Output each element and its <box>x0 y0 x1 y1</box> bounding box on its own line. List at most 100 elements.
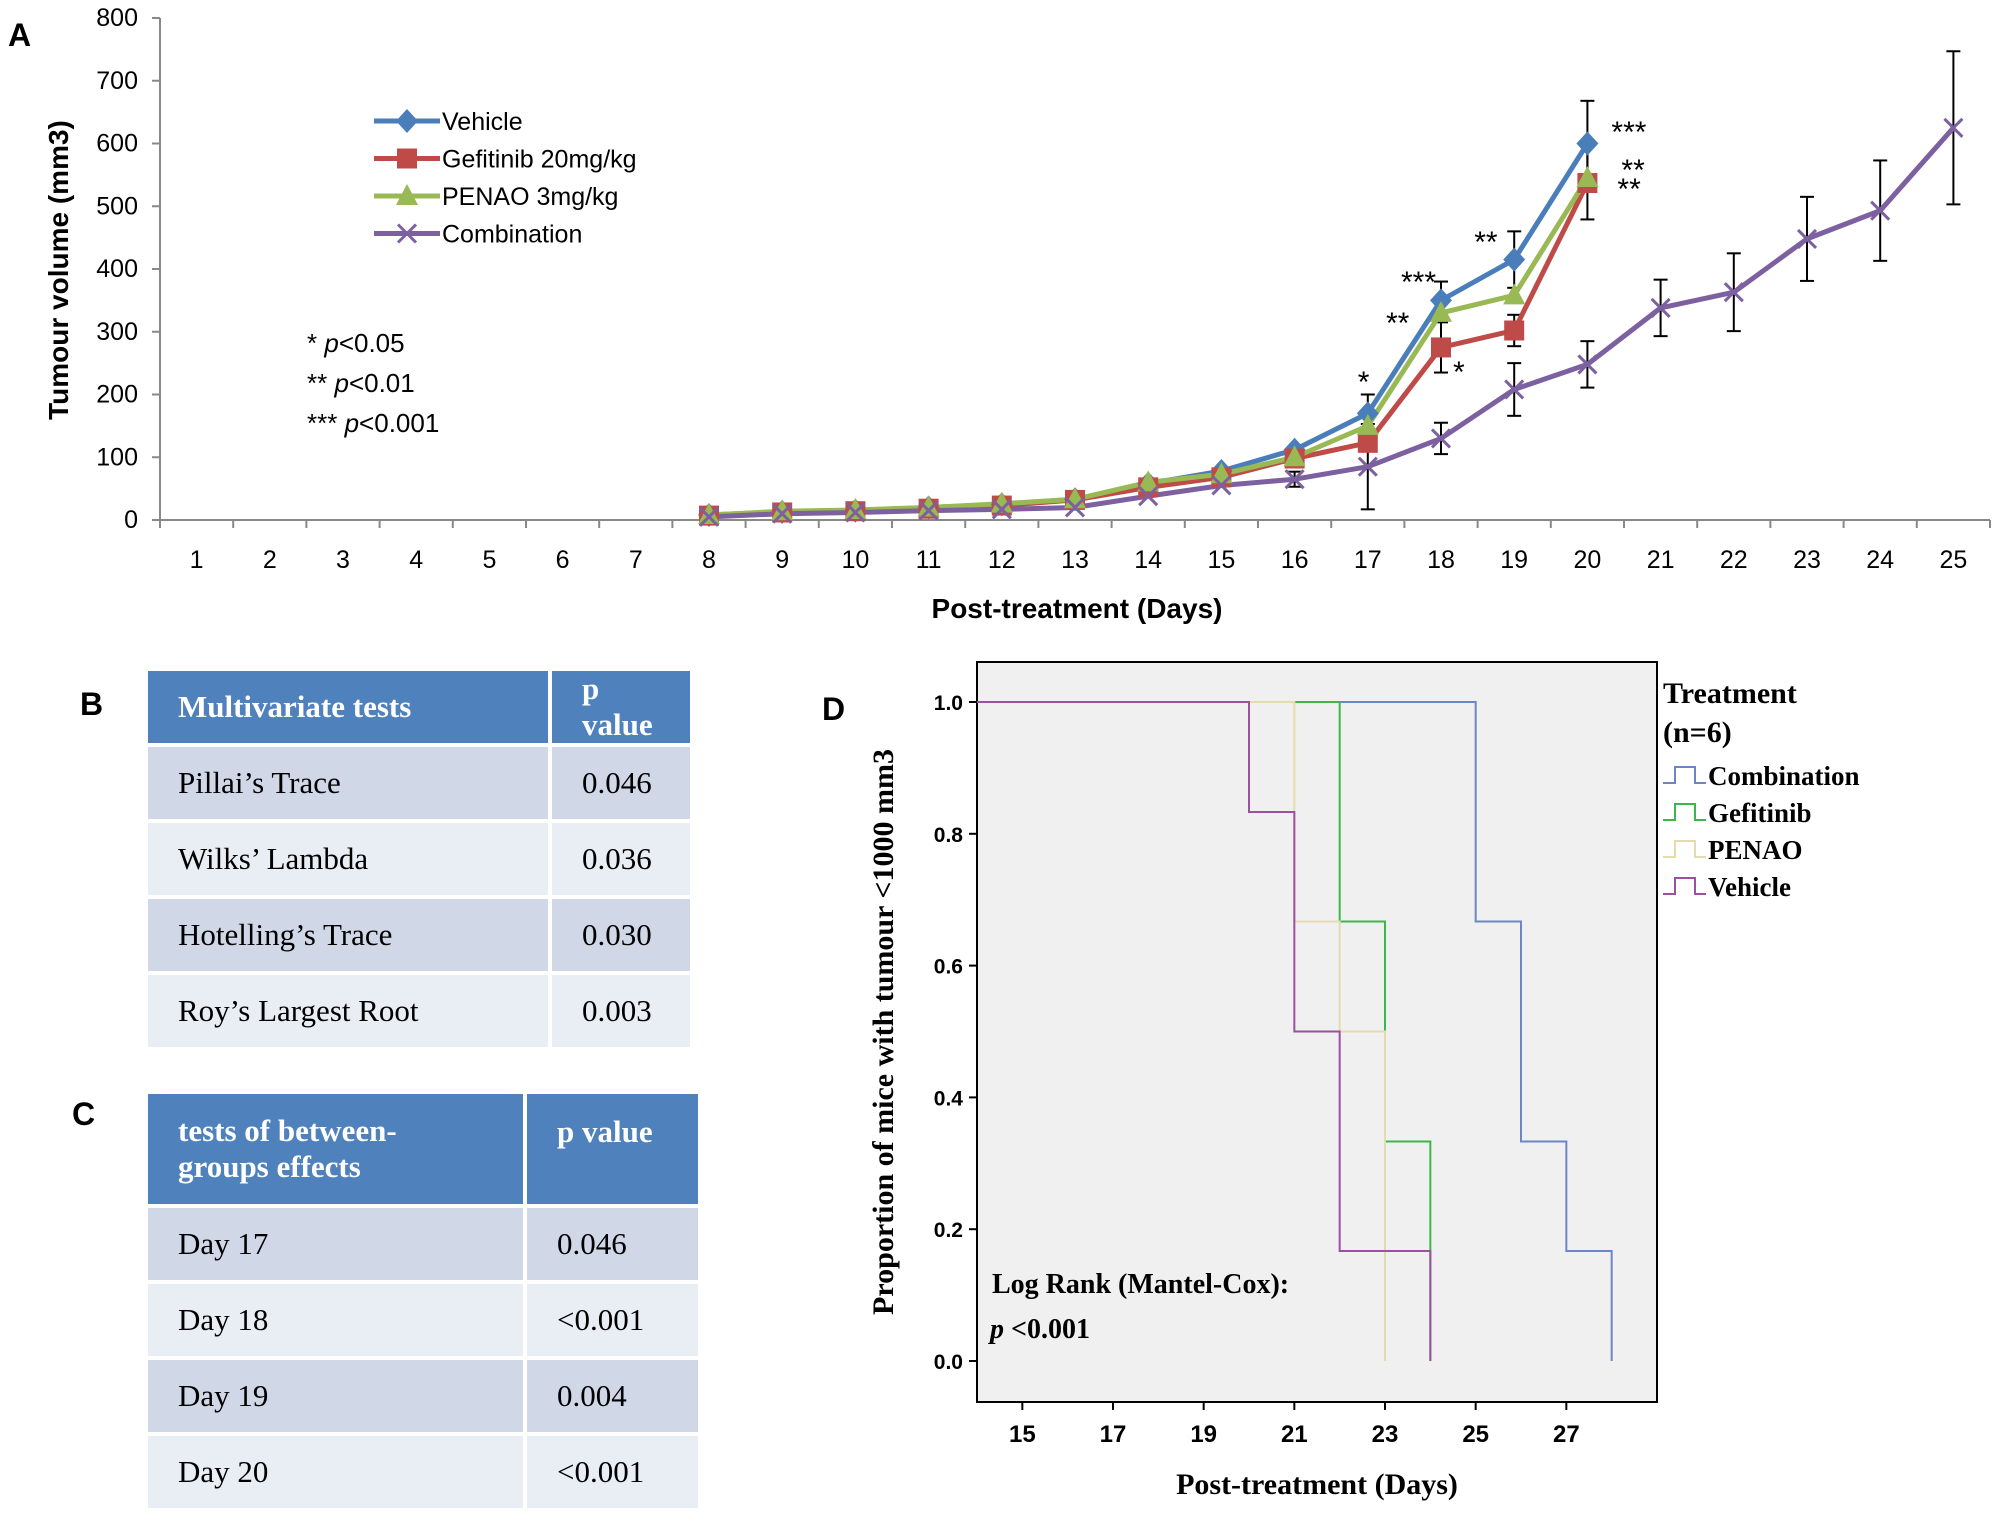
significance-mark: ** <box>1617 173 1641 206</box>
data-point <box>991 499 1012 520</box>
legend-label: PENAO <box>1708 835 1803 865</box>
x-tick-label: 9 <box>775 546 789 574</box>
x-tick-label: 18 <box>1427 546 1455 574</box>
x-tick-label: 11 <box>916 546 942 574</box>
x-tick-label: 2 <box>263 546 277 574</box>
data-point <box>1577 354 1598 375</box>
table-c-cell: Day 20 <box>148 1436 523 1508</box>
x-tick-label: 8 <box>702 546 716 574</box>
data-point <box>1356 413 1379 435</box>
p-key-stars: *** <box>307 408 345 438</box>
survival-step-line <box>977 701 1432 1361</box>
table-b-header-test: Multivariate tests <box>148 671 548 743</box>
x-tick-label: 25 <box>1939 546 1967 574</box>
data-point <box>990 491 1013 513</box>
table-c-header-line2: groups effects <box>178 1149 361 1184</box>
table-c-cell: Day 19 <box>148 1360 523 1432</box>
table-row: Day 20 <0.001 <box>148 1436 698 1508</box>
table-b-cell: Hotelling’s Trace <box>148 899 548 971</box>
log-rank-p: p <0.001 <box>988 1314 1090 1345</box>
x-tick-label: 23 <box>1793 546 1821 574</box>
chart-d-x-label: Post-treatment (Days) <box>1176 1468 1458 1501</box>
multivariate-tests-table: Multivariate tests p value Pillai’s Trac… <box>144 667 694 1051</box>
table-row: Pillai’s Trace 0.046 <box>148 747 690 819</box>
table-row: Day 17 0.046 <box>148 1208 698 1280</box>
x-tick-label: 19 <box>1190 1421 1217 1448</box>
data-point <box>1650 297 1671 318</box>
chart-d-legend: Combination Gefitinib PENAO Vehicle <box>1663 761 1860 902</box>
p-key-threshold: <0.001 <box>359 408 439 438</box>
table-c-cell: 0.004 <box>527 1360 698 1432</box>
chart-d-legend-subtitle: (n=6) <box>1663 716 1732 749</box>
data-point <box>1576 131 1599 156</box>
data-point <box>845 502 866 523</box>
data-point <box>1064 497 1086 518</box>
p-key-p: p <box>323 328 338 358</box>
x-tick-label: 5 <box>482 546 496 574</box>
x-tick-label: 16 <box>1281 546 1309 574</box>
legend-marker <box>396 223 418 244</box>
x-tick-label: 15 <box>1207 546 1235 574</box>
x-tick-label: 17 <box>1100 1421 1127 1448</box>
data-point <box>844 497 867 519</box>
data-point <box>1870 200 1891 221</box>
table-c-cell: 0.046 <box>527 1208 698 1280</box>
p-key-p: p <box>344 408 359 438</box>
survival-step-line <box>977 701 1386 1361</box>
data-point <box>1356 401 1379 426</box>
chart-a-y-label: Tumour volume (mm3) <box>43 120 74 420</box>
data-point <box>1357 432 1378 453</box>
y-tick-label: 200 <box>96 381 138 409</box>
panel-label-c: C <box>72 1096 95 1132</box>
table-b-header-p: p value <box>552 671 690 743</box>
table-b-cell: 0.003 <box>552 975 690 1047</box>
y-tick-label: 0.6 <box>934 956 963 979</box>
table-row: Day 19 0.004 <box>148 1360 698 1432</box>
significance-mark: ** <box>1386 307 1410 340</box>
legend-label: Gefitinib <box>1708 798 1812 828</box>
survival-step-line <box>977 701 1613 1361</box>
table-c-header-test: tests of between-groups effects <box>148 1094 523 1204</box>
panel-label-d: D <box>822 691 845 727</box>
y-tick-label: 0.4 <box>934 1087 964 1110</box>
table-c-header-line1: tests of between- <box>178 1113 397 1148</box>
significance-mark: * <box>1358 366 1370 399</box>
series-line <box>708 181 1590 519</box>
data-point <box>1284 469 1305 490</box>
p-key-threshold: <0.05 <box>339 328 405 358</box>
data-point <box>1137 470 1160 492</box>
x-tick-label: 14 <box>1134 546 1162 574</box>
panel-label-a: A <box>8 17 31 53</box>
x-tick-label: 13 <box>1061 546 1089 574</box>
x-tick-label: 17 <box>1354 546 1382 574</box>
data-point <box>698 506 720 527</box>
chart-a-x-label: Post-treatment (Days) <box>932 593 1223 624</box>
data-point <box>1504 320 1525 341</box>
data-point <box>1431 337 1451 358</box>
x-tick-label: 7 <box>629 546 643 574</box>
survival-chart: 0.0 0.2 0.4 0.6 0.8 1.0 15 17 19 21 23 25 27 Post-t… <box>867 661 1860 1501</box>
table-b-cell: Pillai’s Trace <box>148 747 548 819</box>
table-b-cell: Roy’s Largest Root <box>148 975 548 1047</box>
table-c-cell: <0.001 <box>527 1284 698 1356</box>
data-point <box>1576 166 1599 188</box>
legend-swatch <box>1663 840 1706 858</box>
p-key-line: * p<0.05 <box>307 328 405 358</box>
p-key-line: ** p<0.01 <box>307 368 415 398</box>
significance-mark: *** <box>1401 266 1436 299</box>
data-point <box>1357 456 1378 477</box>
log-rank-label: Log Rank (Mantel-Cox): <box>992 1269 1289 1300</box>
significance-mark: * <box>1453 356 1465 389</box>
table-c-cell: Day 18 <box>148 1284 523 1356</box>
data-point <box>771 499 794 521</box>
legend-marker <box>396 184 418 205</box>
x-tick-label: 21 <box>1281 1421 1308 1448</box>
data-point <box>1430 428 1452 449</box>
legend-swatch <box>1663 803 1706 821</box>
legend-swatch <box>1663 766 1706 784</box>
legend-label: PENAO 3mg/kg <box>442 183 618 211</box>
y-tick-label: 800 <box>96 4 138 32</box>
legend-marker <box>396 109 418 133</box>
log-rank-p-value: <0.001 <box>1004 1314 1090 1345</box>
x-tick-label: 4 <box>409 546 423 574</box>
